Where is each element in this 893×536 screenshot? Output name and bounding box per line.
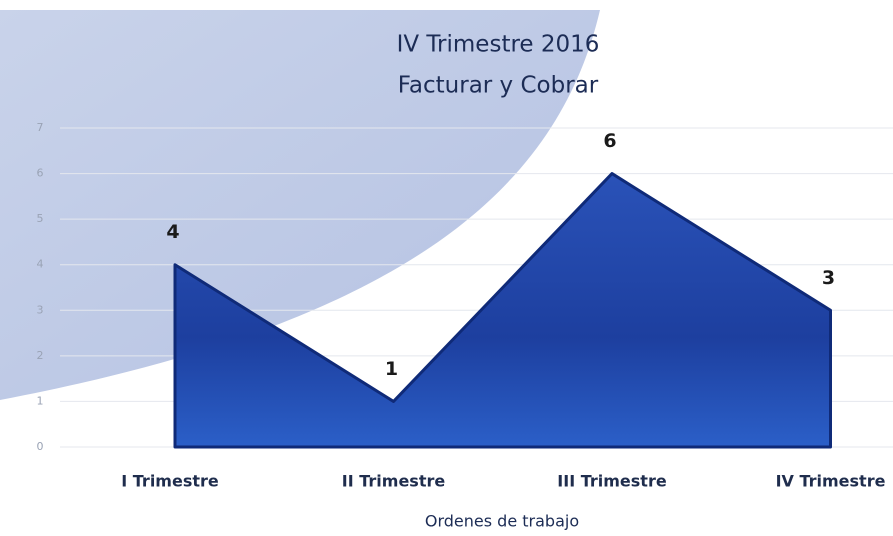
y-tick-label: 1 [37, 394, 44, 407]
chart-title: IV Trimestre 2016 [397, 32, 600, 58]
plot-area [173, 172, 832, 449]
x-tick-label: II Trimestre [342, 472, 446, 491]
x-tick-label: IV Trimestre [776, 472, 886, 491]
data-label: 6 [603, 130, 616, 152]
chart-subtitle: Facturar y Cobrar [398, 73, 599, 99]
data-label: 4 [166, 221, 179, 243]
y-tick-label: 2 [37, 349, 44, 362]
data-label: 1 [385, 358, 398, 380]
y-tick-label: 0 [37, 440, 44, 453]
y-tick-label: 4 [37, 258, 44, 271]
x-tick-label: III Trimestre [557, 472, 667, 491]
background-swoosh [0, 10, 600, 400]
area [173, 172, 832, 449]
y-tick-label: 5 [37, 212, 44, 225]
y-tick-label: 7 [37, 121, 44, 134]
y-tick-label: 3 [37, 303, 44, 316]
x-tick-label: I Trimestre [121, 472, 219, 491]
y-tick-label: 6 [37, 167, 44, 180]
data-label: 3 [822, 267, 835, 289]
x-axis-label: Ordenes de trabajo [425, 512, 579, 531]
